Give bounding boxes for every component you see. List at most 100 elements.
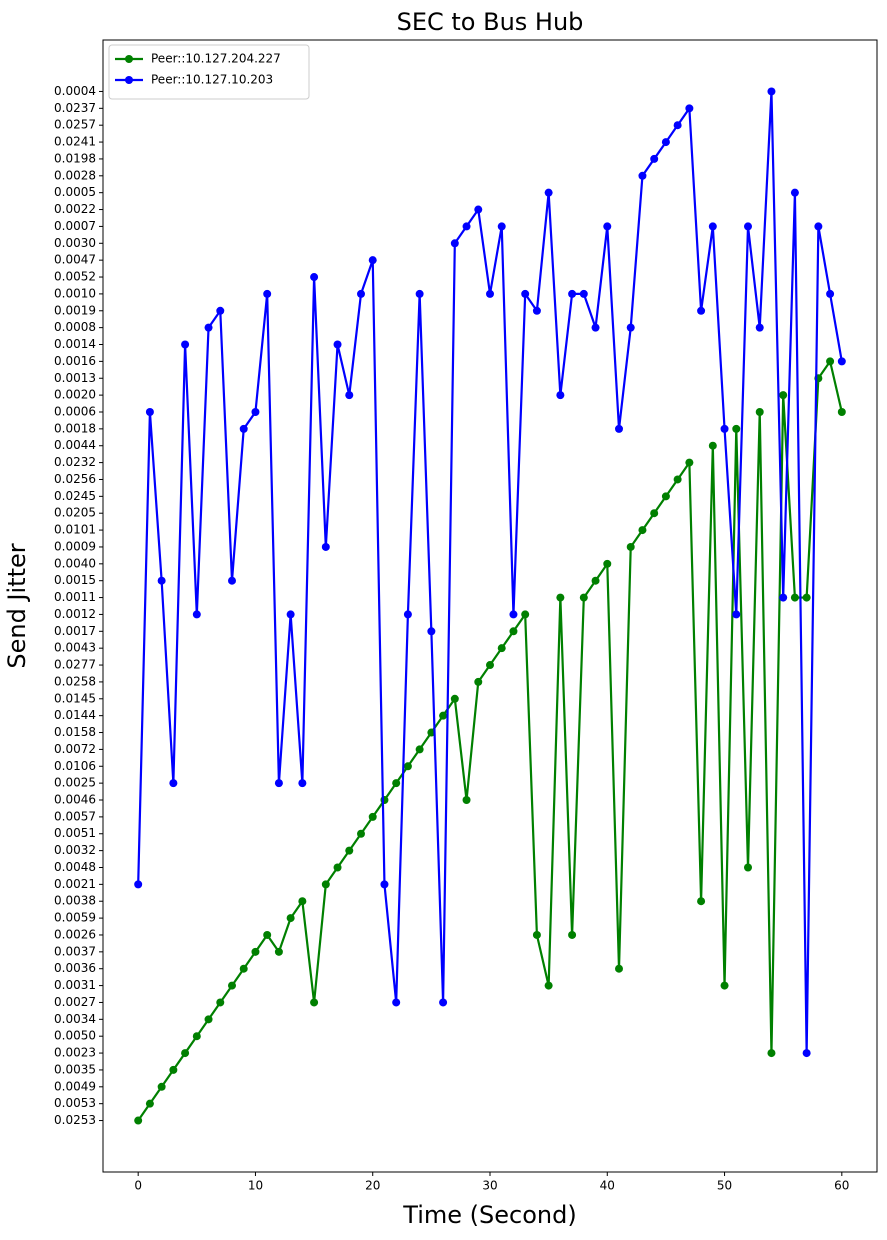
y-tick-label: 0.0034: [54, 1012, 96, 1026]
y-tick-label: 0.0004: [54, 84, 96, 98]
data-point: [826, 357, 835, 366]
y-tick-label: 0.0144: [54, 708, 96, 722]
y-tick-label: 0.0049: [54, 1079, 96, 1093]
data-point: [509, 610, 518, 619]
data-point: [286, 914, 295, 923]
y-tick-label: 0.0036: [54, 961, 96, 975]
data-point: [216, 306, 225, 315]
y-tick-label: 0.0005: [54, 185, 96, 199]
data-point: [169, 779, 178, 788]
data-point: [380, 796, 389, 805]
data-point: [744, 222, 752, 231]
y-tick-label: 0.0037: [54, 944, 96, 958]
data-point: [134, 1116, 143, 1125]
y-tick-label: 0.0048: [54, 860, 96, 874]
data-point: [802, 593, 811, 602]
data-point: [145, 1099, 154, 1108]
y-tick-label: 0.0050: [54, 1029, 96, 1043]
x-axis-label: Time (Second): [402, 1201, 576, 1229]
data-point: [673, 475, 682, 484]
y-tick-label: 0.0205: [54, 506, 96, 520]
data-point: [544, 981, 553, 990]
y-tick-label: 0.0015: [54, 573, 96, 587]
data-point: [192, 1032, 201, 1041]
series-line: [137, 358, 843, 1122]
y-tick-label: 0.0258: [54, 674, 96, 688]
data-point: [591, 323, 600, 332]
data-point: [157, 1082, 166, 1091]
data-point: [181, 340, 190, 349]
data-point: [708, 441, 717, 450]
data-point: [544, 188, 553, 197]
data-point: [603, 222, 612, 231]
data-point: [556, 391, 565, 400]
data-point: [274, 779, 283, 788]
data-point: [357, 829, 365, 838]
y-tick-label: 0.0025: [54, 776, 96, 790]
y-tick-label: 0.0006: [54, 404, 96, 418]
data-point: [134, 880, 143, 889]
legend-box: [108, 44, 310, 100]
data-point: [626, 542, 635, 551]
data-point: [650, 509, 659, 518]
y-tick-label: 0.0030: [54, 236, 96, 250]
y-tick-label: 0.0072: [54, 742, 96, 756]
y-tick-label: 0.0007: [54, 219, 96, 233]
y-tick-label: 0.0008: [54, 320, 96, 334]
data-point: [497, 644, 506, 653]
y-tick-label: 0.0023: [54, 1046, 96, 1060]
data-point: [427, 728, 436, 737]
y-tick-label: 0.0031: [54, 978, 96, 992]
data-point: [345, 391, 354, 400]
x-tick-label: 20: [365, 1179, 380, 1193]
data-point: [310, 273, 319, 282]
data-point: [615, 424, 623, 433]
y-tick-label: 0.0014: [54, 337, 96, 351]
data-point: [697, 306, 706, 315]
data-point: [532, 930, 541, 939]
y-tick-label: 0.0040: [54, 556, 96, 570]
y-tick-label: 0.0013: [54, 371, 96, 385]
y-tick-label: 0.0046: [54, 793, 96, 807]
y-tick-label: 0.0232: [54, 455, 96, 469]
data-point: [568, 930, 577, 939]
data-point: [685, 104, 694, 113]
legend-marker: [125, 76, 133, 84]
data-point: [767, 1049, 776, 1058]
data-point: [638, 171, 647, 180]
data-point: [837, 357, 846, 366]
y-tick-label: 0.0012: [54, 607, 96, 621]
y-tick-label: 0.0018: [54, 421, 96, 435]
chart-title: SEC to Bus Hub: [397, 8, 584, 36]
data-point: [333, 340, 342, 349]
data-point: [521, 610, 530, 619]
y-tick-label: 0.0145: [54, 691, 96, 705]
data-point: [321, 880, 330, 889]
data-point: [204, 323, 213, 332]
data-point: [192, 610, 201, 619]
data-point: [638, 526, 647, 535]
data-point: [462, 796, 471, 805]
data-point: [826, 289, 835, 298]
y-tick-label: 0.0032: [54, 843, 96, 857]
data-point: [790, 188, 799, 197]
data-point: [755, 407, 764, 416]
data-point: [239, 424, 248, 433]
y-tick-label: 0.0053: [54, 1096, 96, 1110]
data-point: [204, 1015, 213, 1024]
data-point: [263, 930, 272, 939]
y-axis-label: Send Jitter: [3, 543, 31, 668]
data-point: [685, 458, 694, 467]
data-point: [181, 1049, 190, 1058]
data-point: [439, 998, 448, 1007]
data-point: [286, 610, 295, 619]
data-point: [345, 846, 354, 855]
y-tick-label: 0.0020: [54, 388, 96, 402]
data-point: [380, 880, 389, 889]
y-tick-label: 0.0198: [54, 151, 96, 165]
data-point: [626, 323, 635, 332]
data-point: [579, 593, 588, 602]
data-point: [779, 391, 788, 400]
data-point: [486, 289, 494, 298]
y-tick-label: 0.0253: [54, 1113, 96, 1127]
